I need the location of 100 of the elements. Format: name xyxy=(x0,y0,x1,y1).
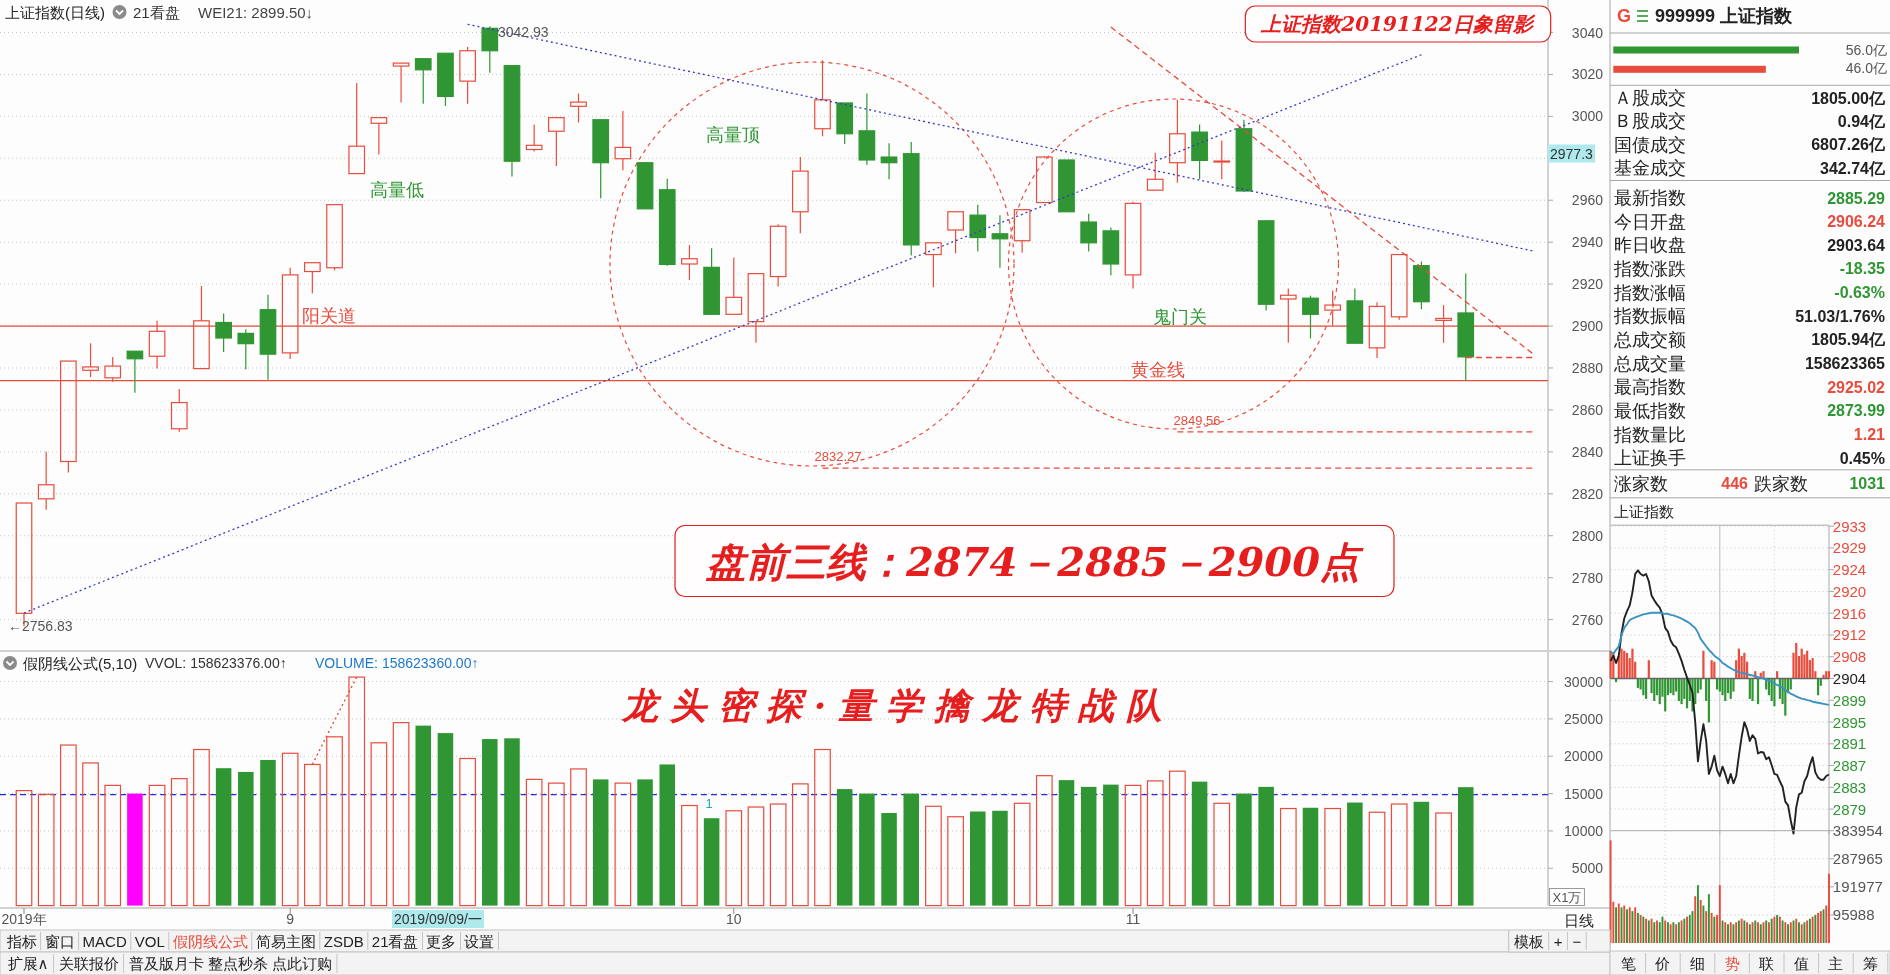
text: 2885.29 xyxy=(1827,189,1885,207)
text: VOL xyxy=(134,932,165,950)
text: 342.74亿 xyxy=(1820,159,1885,177)
text: 1805.94亿 xyxy=(1811,331,1885,349)
y-tick-label: 2929 xyxy=(1832,539,1867,557)
text: -18.35 xyxy=(1839,260,1885,278)
annotation: 2849.56 xyxy=(1173,412,1221,428)
y-tick-label: 287965 xyxy=(1832,850,1883,868)
annotation: VOLUME: 158623360.00↑ xyxy=(315,655,479,671)
x-tick-label: 11 xyxy=(1125,911,1141,927)
text: 扩展∧ xyxy=(7,955,49,972)
annotation: 上证指数20191122日象留影 xyxy=(1260,12,1536,36)
y-tick-label: 25000 xyxy=(1564,710,1604,727)
category-label: 指数涨跌 xyxy=(1613,258,1686,279)
category-label: 最高指数 xyxy=(1614,377,1686,398)
annotation: 1 xyxy=(705,795,713,811)
text: 0.45% xyxy=(1839,449,1885,467)
y-tick-label: 2800 xyxy=(1571,527,1604,544)
annotation: 2832.27 xyxy=(814,448,862,464)
text: 主 xyxy=(1828,954,1844,972)
y-tick-label: 3020 xyxy=(1571,66,1604,83)
category-label: Ａ股成交 xyxy=(1614,88,1686,108)
y-tick-label: 20000 xyxy=(1564,748,1604,765)
text: 21看盘 xyxy=(371,932,419,950)
category-label: 跌家数 xyxy=(1754,473,1808,494)
y-tick-label: 3000 xyxy=(1571,108,1604,125)
text: 51.03/1.76% xyxy=(1795,307,1885,325)
text: 窗口 xyxy=(44,932,75,950)
annotation: ←2756.83 xyxy=(8,618,73,634)
text: 价 xyxy=(1654,954,1671,972)
text: -0.63% xyxy=(1834,284,1885,302)
y-tick-label: 2780 xyxy=(1571,569,1604,586)
text: 2873.99 xyxy=(1827,402,1885,420)
y-tick-label: 10000 xyxy=(1564,822,1604,839)
y-tick-label: 383954 xyxy=(1832,822,1883,840)
annotation: 高量低 xyxy=(370,180,424,200)
y-tick-label: 2891 xyxy=(1832,735,1867,753)
category-label: 国债成交 xyxy=(1614,134,1686,155)
text: 2925.02 xyxy=(1827,378,1885,396)
category-label: 基金成交 xyxy=(1614,158,1686,178)
data-label: 56.0亿 xyxy=(1845,42,1887,58)
category-label: 总成交额 xyxy=(1613,329,1686,350)
y-tick-label: 2880 xyxy=(1571,359,1604,376)
text: 446 xyxy=(1721,475,1748,492)
text: 联 xyxy=(1759,954,1775,972)
y-tick-label: 2887 xyxy=(1832,757,1867,775)
text: 设置 xyxy=(464,932,495,950)
text: 简易主图 xyxy=(255,932,316,950)
text: 2977.3 xyxy=(1550,145,1594,162)
text: 0.94亿 xyxy=(1837,112,1885,130)
category-label: 昨日收盘 xyxy=(1614,235,1686,256)
text: 假阴线公式 xyxy=(172,932,248,950)
category-label: 涨家数 xyxy=(1614,473,1668,494)
data-label: 46.0亿 xyxy=(1845,60,1887,77)
text: G xyxy=(1617,6,1632,26)
annotation: 鬼门关 xyxy=(1153,307,1207,327)
y-tick-label: 2908 xyxy=(1832,648,1867,666)
text: 势 xyxy=(1724,954,1740,972)
y-tick-label: 3040 xyxy=(1571,24,1604,41)
y-tick-label: 2895 xyxy=(1832,713,1867,731)
text: 模板 xyxy=(1513,932,1544,950)
y-tick-label: 95988 xyxy=(1832,906,1875,924)
y-tick-label: 2960 xyxy=(1571,192,1604,209)
text: 2906.24 xyxy=(1827,213,1885,231)
category-label: 总成交量 xyxy=(1613,353,1686,374)
text: 细 xyxy=(1690,954,1705,972)
category-label: 指数涨幅 xyxy=(1613,282,1686,303)
y-tick-label: 2899 xyxy=(1832,691,1867,709)
y-tick-label: 5000 xyxy=(1571,860,1604,877)
category-label: 指数量比 xyxy=(1613,424,1686,445)
text: 158623365 xyxy=(1804,355,1885,373)
category-label: 最新指数 xyxy=(1614,188,1686,208)
chart-subtitle: WEI21: 2899.50↓ xyxy=(198,3,314,21)
text: 6807.26亿 xyxy=(1811,136,1885,154)
y-tick-label: 2904 xyxy=(1832,669,1867,687)
y-tick-label: 2912 xyxy=(1832,626,1867,644)
annotation: 21看盘 xyxy=(133,3,180,21)
x-tick-label: 9 xyxy=(286,911,295,927)
text: 1031 xyxy=(1849,475,1885,492)
y-tick-label: 2924 xyxy=(1832,561,1867,579)
y-tick-label: 191977 xyxy=(1832,878,1883,896)
y-tick-label: 2940 xyxy=(1571,234,1604,251)
text: MACD xyxy=(82,932,127,950)
category-label: Ｂ股成交 xyxy=(1614,111,1686,132)
chart-title: 上证指数(日线) xyxy=(5,3,105,21)
text: 值 xyxy=(1793,954,1809,972)
annotation: VVOL: 158623376.00↑ xyxy=(145,655,287,671)
y-tick-label: 2920 xyxy=(1571,276,1604,293)
category-label: 今日开盘 xyxy=(1614,211,1686,232)
text: 指标 xyxy=(5,932,37,950)
y-tick-label: 30000 xyxy=(1564,673,1604,690)
text: 更多 xyxy=(426,932,457,950)
y-tick-label: 2860 xyxy=(1571,401,1604,418)
text: 日线 xyxy=(1564,911,1594,929)
text: 1805.00亿 xyxy=(1811,89,1885,107)
annotation: 龙头密探·量学擒龙特战队 xyxy=(619,684,1175,726)
category-label: 上证换手 xyxy=(1614,448,1686,469)
text: 筹 xyxy=(1863,954,1878,972)
category-label: 最低指数 xyxy=(1614,400,1686,421)
text: + xyxy=(1553,932,1563,950)
